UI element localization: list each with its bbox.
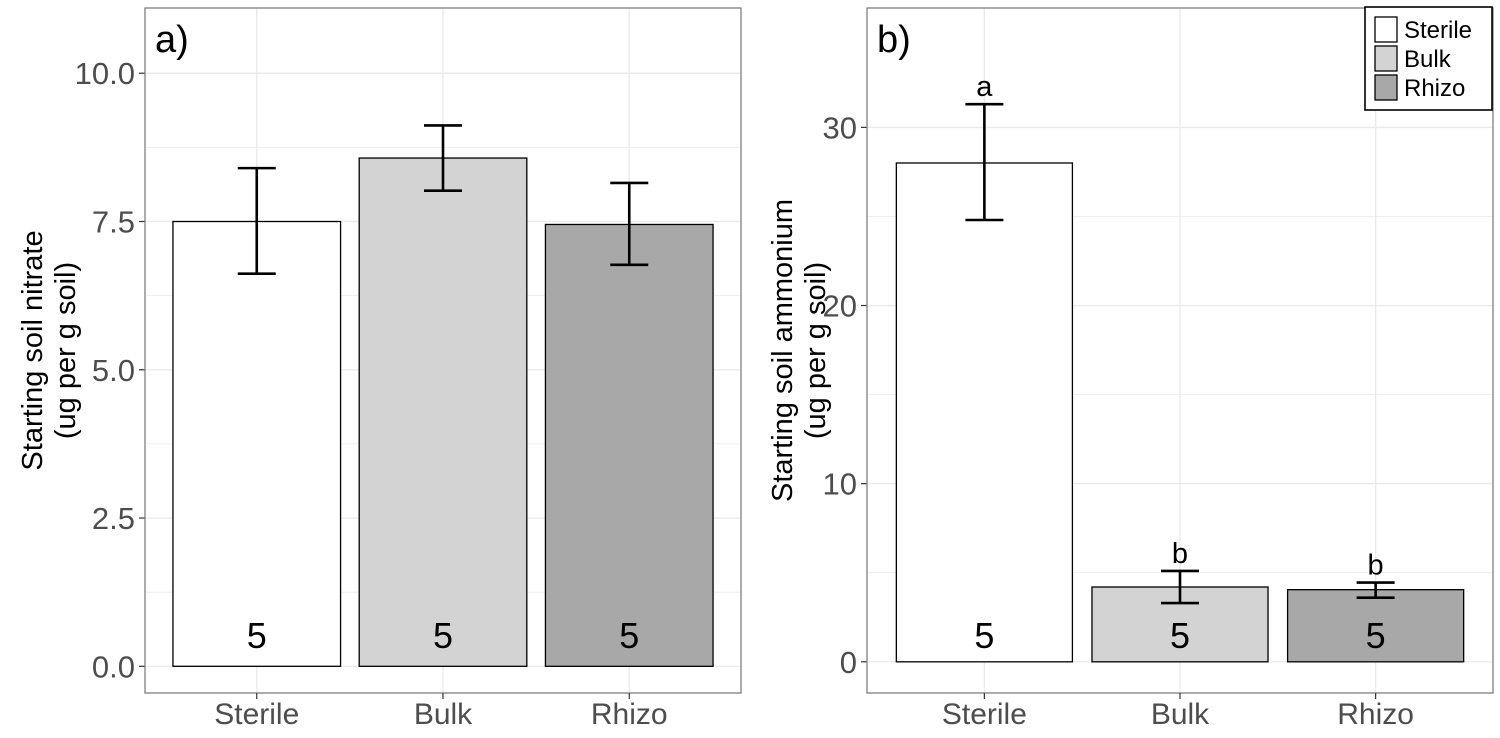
y-axis-title-line2: (ug per g soil) xyxy=(800,262,832,439)
x-tick-label: Sterile xyxy=(942,698,1027,731)
significance-letter: b xyxy=(1368,550,1384,582)
y-tick-label: 10.0 xyxy=(75,56,135,91)
significance-letter: a xyxy=(976,71,993,103)
y-tick-label: 10 xyxy=(823,467,857,502)
x-tick-label: Rhizo xyxy=(1337,698,1414,731)
y-tick-label: 0 xyxy=(840,645,857,680)
y-tick-label: 5.0 xyxy=(92,353,135,388)
legend-key-sterile xyxy=(1374,16,1398,43)
bar-sterile xyxy=(172,220,342,667)
panel-a: 0.0 2.5 5.0 7.5 10.0 5 5 5 Sterile Bulk Rhizo a) Sta… xyxy=(17,7,742,731)
legend-key-rhizo xyxy=(1374,74,1398,101)
panel-tag: a) xyxy=(155,19,189,61)
y-axis-title: Starting soil nitrate(ug per g soil) xyxy=(17,230,82,470)
x-tick-label: Sterile xyxy=(214,698,299,731)
bar-rhizo xyxy=(1286,589,1465,663)
bar-sterile xyxy=(895,162,1074,663)
y-tick-label: 2.5 xyxy=(92,501,135,536)
y-axis-title-line1: Starting soil ammonium xyxy=(767,199,799,502)
y-tick-label: 30 xyxy=(823,110,857,145)
y-tick-label: 0.0 xyxy=(92,649,135,684)
y-tick-label: 20 xyxy=(823,289,857,324)
y-tick-label: 7.5 xyxy=(92,205,135,240)
legend-key-bulk xyxy=(1374,45,1398,72)
bar-bulk xyxy=(358,157,528,667)
y-axis-title-line1: Starting soil nitrate xyxy=(17,230,49,470)
bar-rhizo xyxy=(544,223,714,667)
n-label: 5 xyxy=(974,615,994,656)
significance-letter: b xyxy=(1172,538,1188,570)
n-label: 5 xyxy=(247,615,267,656)
n-label: 5 xyxy=(433,615,453,656)
x-tick-label: Bulk xyxy=(414,698,473,731)
x-tick-label: Bulk xyxy=(1151,698,1210,731)
y-axis-title-line2: (ug per g soil) xyxy=(50,262,82,439)
x-tick-label: Rhizo xyxy=(591,698,668,731)
n-label: 5 xyxy=(619,615,639,656)
y-axis-title: Starting soil ammonium(ug per g soil) xyxy=(767,199,832,502)
legend-label: Sterile xyxy=(1404,17,1472,44)
n-label: 5 xyxy=(1366,615,1386,656)
legend-label: Bulk xyxy=(1404,46,1452,73)
legend-label: Rhizo xyxy=(1404,75,1465,102)
n-label: 5 xyxy=(1170,615,1190,656)
panel-tag: b) xyxy=(877,19,911,61)
